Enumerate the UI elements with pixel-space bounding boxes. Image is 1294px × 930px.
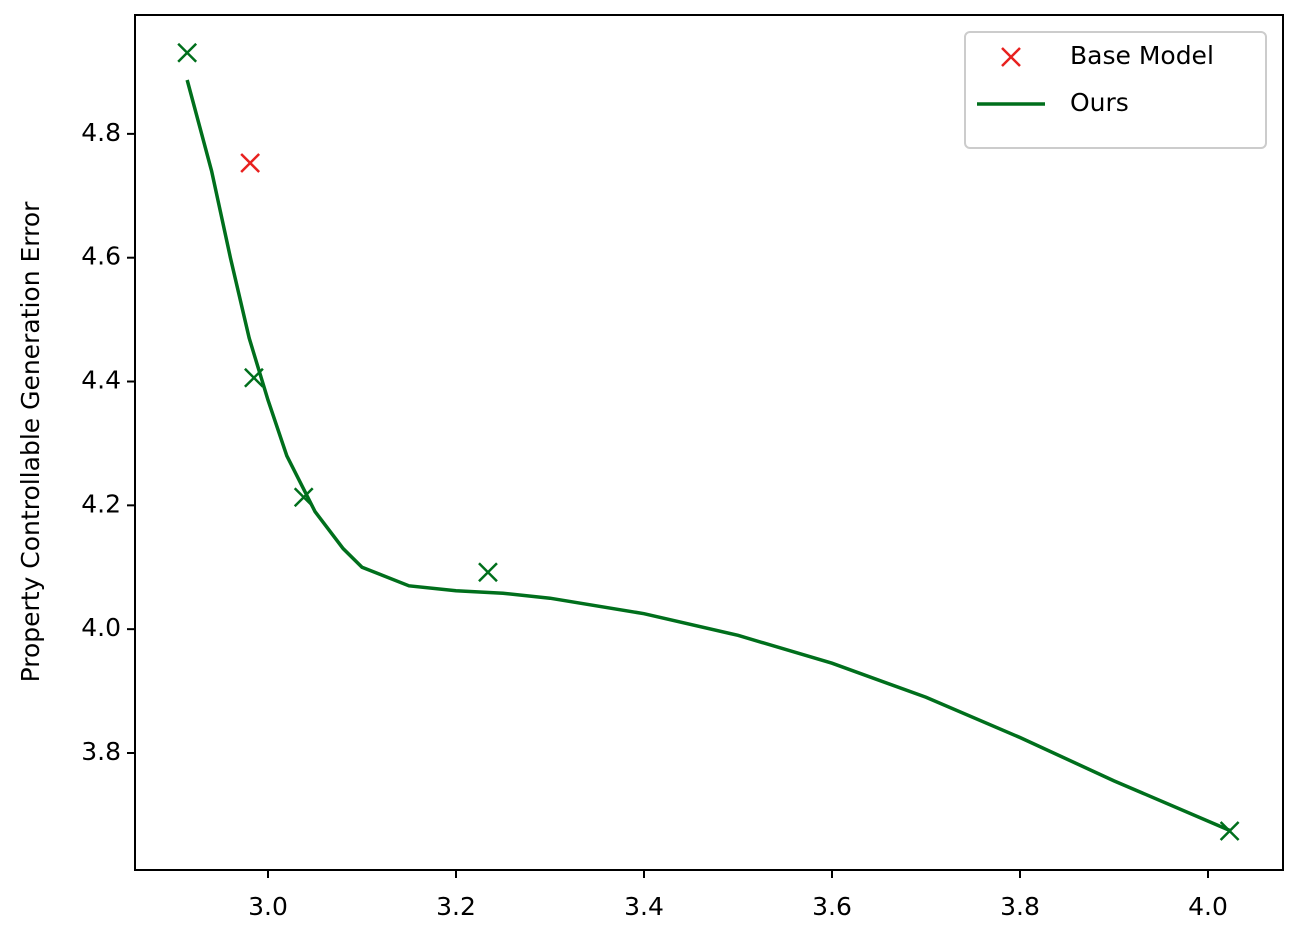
y-tick-label: 4.2	[81, 489, 121, 518]
marker-stroke	[1001, 47, 1021, 67]
legend-box	[964, 31, 1267, 149]
point	[293, 487, 314, 508]
point	[240, 153, 261, 173]
y-tick-label: 3.8	[81, 737, 121, 766]
y-tick-label: 4.6	[81, 242, 121, 271]
point	[244, 367, 264, 388]
x-tick-label: 3.8	[1000, 892, 1040, 921]
marker-stroke	[244, 367, 264, 388]
y-tick-label: 4.8	[81, 118, 121, 147]
plot-frame	[134, 14, 1284, 871]
x-tick-label: 3.4	[624, 892, 664, 921]
x-tick-label: 3.0	[248, 892, 288, 921]
y-axis-label: Property Controllable Generation Error	[16, 201, 45, 683]
marker-stroke	[293, 487, 314, 508]
marker-stroke	[177, 42, 198, 63]
x-tick-label: 3.6	[812, 892, 852, 921]
legend-label: Base Model	[1070, 41, 1214, 70]
x-tick-label: 4.0	[1188, 892, 1228, 921]
marker-stroke	[240, 153, 261, 173]
legend-label: Ours	[1070, 88, 1129, 117]
point	[177, 42, 198, 63]
y-tick-label: 4.4	[81, 366, 121, 395]
x-tick-label: 3.2	[436, 892, 476, 921]
marker-stroke	[478, 562, 498, 583]
marker-stroke	[1219, 821, 1240, 841]
legend-marker	[1001, 47, 1021, 67]
curve	[185, 79, 1231, 832]
point	[478, 562, 498, 583]
point	[1219, 821, 1240, 841]
y-tick-label: 4.0	[81, 613, 121, 642]
